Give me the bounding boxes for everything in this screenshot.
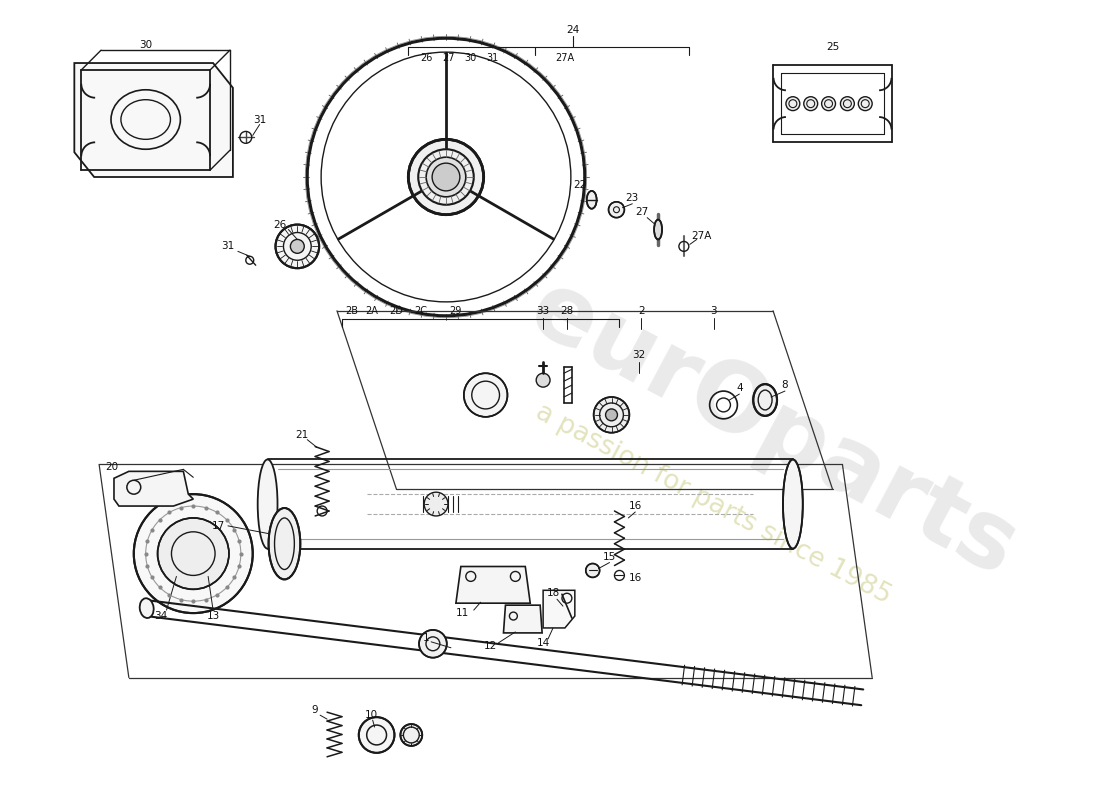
Text: eurOparts: eurOparts — [514, 263, 1032, 597]
Circle shape — [425, 492, 448, 516]
Ellipse shape — [754, 384, 777, 416]
Circle shape — [275, 225, 319, 268]
Text: 2B: 2B — [345, 306, 359, 316]
Circle shape — [608, 202, 625, 218]
Circle shape — [858, 97, 872, 110]
Text: a passion for parts since 1985: a passion for parts since 1985 — [531, 399, 895, 609]
Text: 31: 31 — [221, 242, 234, 251]
Text: 27A: 27A — [556, 53, 574, 63]
Circle shape — [432, 163, 460, 191]
Text: 32: 32 — [632, 350, 646, 361]
Polygon shape — [114, 471, 194, 506]
Text: 31: 31 — [253, 114, 266, 125]
Ellipse shape — [783, 459, 803, 549]
Circle shape — [594, 397, 629, 433]
Text: 2: 2 — [638, 306, 645, 316]
Text: 2D: 2D — [389, 306, 404, 316]
Text: 20: 20 — [106, 462, 119, 472]
Text: 12: 12 — [484, 641, 497, 650]
Text: 21: 21 — [296, 430, 309, 440]
Polygon shape — [504, 605, 542, 633]
Text: 26: 26 — [420, 53, 432, 63]
Text: 15: 15 — [603, 551, 616, 562]
Circle shape — [536, 374, 550, 387]
Circle shape — [822, 97, 836, 110]
Circle shape — [840, 97, 855, 110]
Ellipse shape — [400, 724, 422, 746]
Text: 27A: 27A — [692, 231, 712, 242]
Text: 10: 10 — [365, 710, 378, 720]
Ellipse shape — [268, 508, 300, 579]
Text: 25: 25 — [826, 42, 839, 52]
Text: 3: 3 — [711, 306, 717, 316]
Text: 34: 34 — [154, 611, 167, 621]
Circle shape — [785, 97, 800, 110]
Circle shape — [290, 239, 305, 254]
Text: 26: 26 — [273, 219, 286, 230]
Text: 11: 11 — [456, 608, 470, 618]
Circle shape — [408, 139, 484, 214]
Text: 29: 29 — [450, 306, 462, 316]
Circle shape — [359, 717, 395, 753]
Text: 30: 30 — [464, 53, 477, 63]
Text: 24: 24 — [566, 26, 580, 35]
Text: 23: 23 — [626, 193, 639, 203]
Text: 14: 14 — [537, 638, 550, 648]
Text: 9: 9 — [312, 706, 319, 715]
Text: 33: 33 — [537, 306, 550, 316]
Text: 30: 30 — [139, 40, 152, 50]
Text: 4: 4 — [736, 383, 743, 393]
Text: 17: 17 — [211, 521, 224, 531]
Text: 16: 16 — [629, 574, 642, 583]
Text: 28: 28 — [560, 306, 573, 316]
Circle shape — [426, 157, 465, 197]
Polygon shape — [455, 566, 530, 603]
Text: 1: 1 — [422, 633, 429, 643]
Circle shape — [585, 563, 600, 578]
Text: 16: 16 — [629, 501, 642, 511]
Circle shape — [464, 374, 507, 417]
Ellipse shape — [654, 220, 662, 239]
Circle shape — [419, 630, 447, 658]
Text: 22: 22 — [573, 180, 586, 190]
Circle shape — [157, 518, 229, 590]
Text: 31: 31 — [486, 53, 498, 63]
Polygon shape — [543, 590, 575, 628]
Text: 18: 18 — [547, 588, 560, 598]
Text: 2A: 2A — [365, 306, 378, 316]
Polygon shape — [75, 63, 233, 177]
Circle shape — [804, 97, 817, 110]
Text: 13: 13 — [207, 611, 220, 621]
Text: 8: 8 — [782, 380, 789, 390]
Text: 27: 27 — [442, 53, 455, 63]
Text: 27: 27 — [636, 206, 649, 217]
Ellipse shape — [586, 191, 596, 209]
Ellipse shape — [140, 598, 154, 618]
Text: 2C: 2C — [415, 306, 428, 316]
Ellipse shape — [257, 459, 277, 549]
Circle shape — [134, 494, 253, 613]
Circle shape — [606, 409, 617, 421]
